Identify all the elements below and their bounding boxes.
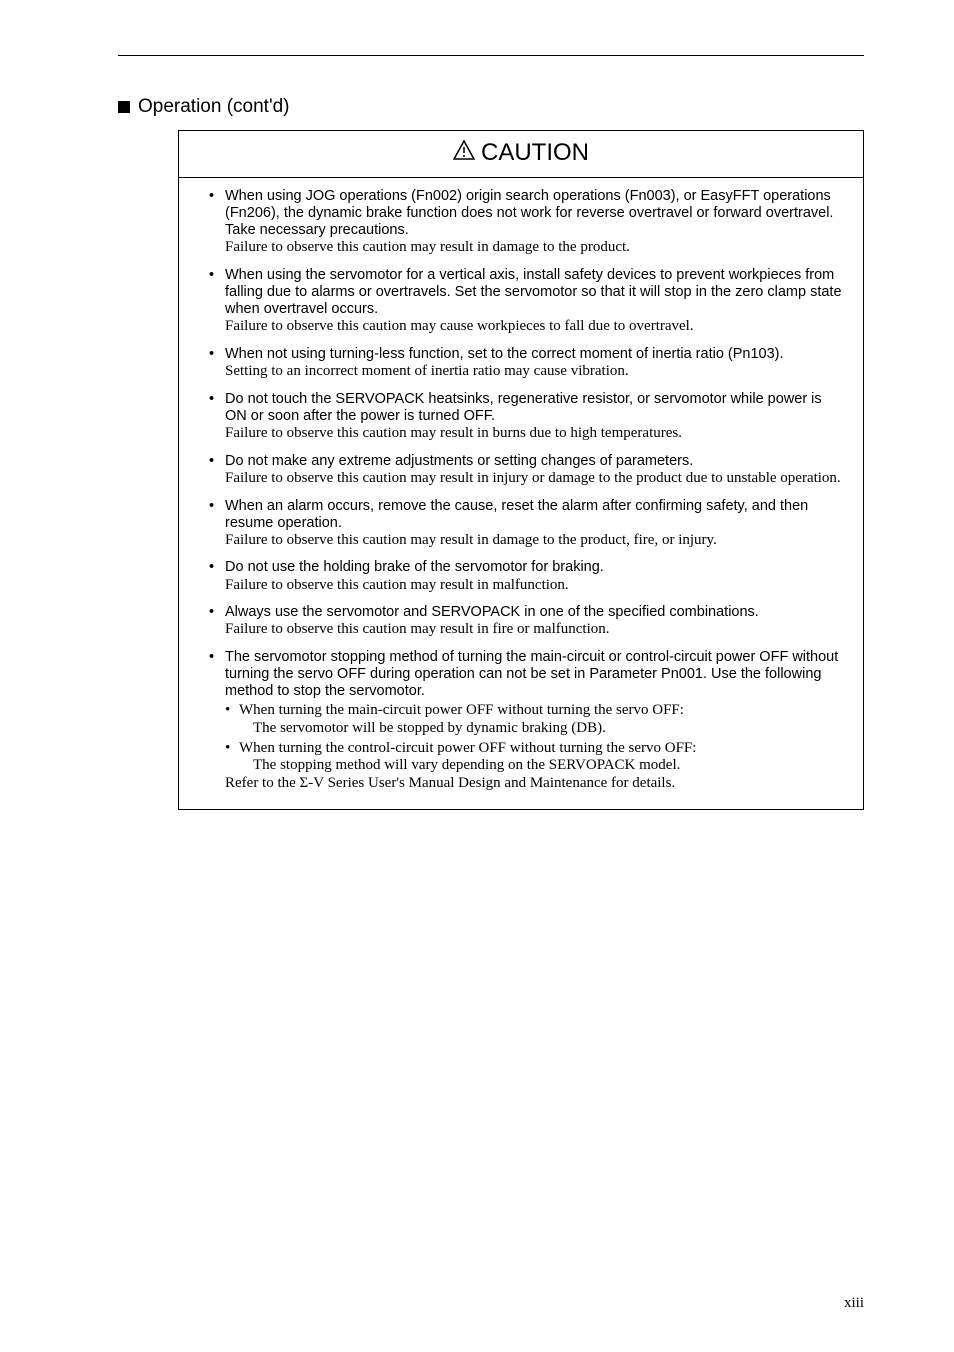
bullet-sans-text: Do not use the holding brake of the serv… [225, 559, 604, 575]
bullet-serif-text: Failure to observe this caution may resu… [225, 621, 610, 637]
bullet-sans-text: When using JOG operations (Fn002) origin… [225, 188, 833, 238]
sub-bullet-line1: When turning the control-circuit power O… [239, 740, 696, 756]
top-horizontal-rule [118, 55, 864, 56]
list-item: When using the servomotor for a vertical… [209, 267, 845, 336]
bullet-serif-text: Failure to observe this caution may resu… [225, 577, 569, 593]
bullet-sans-text: When using the servomotor for a vertical… [225, 267, 842, 317]
caution-box: CAUTION When using JOG operations (Fn002… [178, 130, 864, 810]
bullet-serif-text: Setting to an incorrect moment of inerti… [225, 363, 629, 379]
page-container: Operation (cont'd) CAUTION When using JO… [0, 0, 954, 810]
bullet-sans-text: The servomotor stopping method of turnin… [225, 649, 838, 699]
caution-header: CAUTION [179, 131, 863, 178]
bullet-serif-text: Failure to observe this caution may resu… [225, 239, 630, 255]
sub-bullet-line1: When turning the main-circuit power OFF … [239, 702, 684, 718]
bullet-sans-text: Do not make any extreme adjustments or s… [225, 453, 693, 469]
bullet-sans-text: When not using turning-less function, se… [225, 346, 784, 362]
sub-list-item: When turning the main-circuit power OFF … [225, 702, 845, 737]
caution-bullet-list: When using JOG operations (Fn002) origin… [179, 188, 863, 793]
sub-list-item: When turning the control-circuit power O… [225, 740, 845, 775]
list-item: Do not make any extreme adjustments or s… [209, 453, 845, 488]
sub-bullet-list: When turning the main-circuit power OFF … [225, 702, 845, 775]
bullet-sans-text: Do not touch the SERVOPACK heatsinks, re… [225, 391, 822, 424]
bullet-sans-text: Always use the servomotor and SERVOPACK … [225, 604, 759, 620]
bullet-serif-text: Failure to observe this caution may resu… [225, 470, 841, 486]
section-heading-text: Operation (cont'd) [138, 96, 289, 118]
sub-bullet-line2: The stopping method will vary depending … [253, 757, 845, 775]
list-item: Do not touch the SERVOPACK heatsinks, re… [209, 391, 845, 443]
bullet-sans-text: When an alarm occurs, remove the cause, … [225, 498, 808, 531]
sub-bullet-line2: The servomotor will be stopped by dynami… [253, 720, 845, 738]
list-item: When using JOG operations (Fn002) origin… [209, 188, 845, 257]
bullet-serif-text: Refer to the Σ-V Series User's Manual De… [225, 775, 675, 791]
list-item: When an alarm occurs, remove the cause, … [209, 498, 845, 550]
bullet-serif-text: Failure to observe this caution may resu… [225, 425, 682, 441]
list-item: The servomotor stopping method of turnin… [209, 649, 845, 793]
list-item: Always use the servomotor and SERVOPACK … [209, 604, 845, 639]
caution-title: CAUTION [453, 139, 589, 167]
bullet-serif-text: Failure to observe this caution may resu… [225, 532, 717, 548]
square-bullet-icon [118, 101, 130, 113]
section-heading: Operation (cont'd) [118, 96, 864, 118]
bullet-serif-text: Failure to observe this caution may caus… [225, 318, 694, 334]
warning-triangle-icon [453, 139, 475, 167]
list-item: When not using turning-less function, se… [209, 346, 845, 381]
caution-label-text: CAUTION [481, 139, 589, 167]
list-item: Do not use the holding brake of the serv… [209, 559, 845, 594]
page-number: xiii [844, 1295, 864, 1312]
